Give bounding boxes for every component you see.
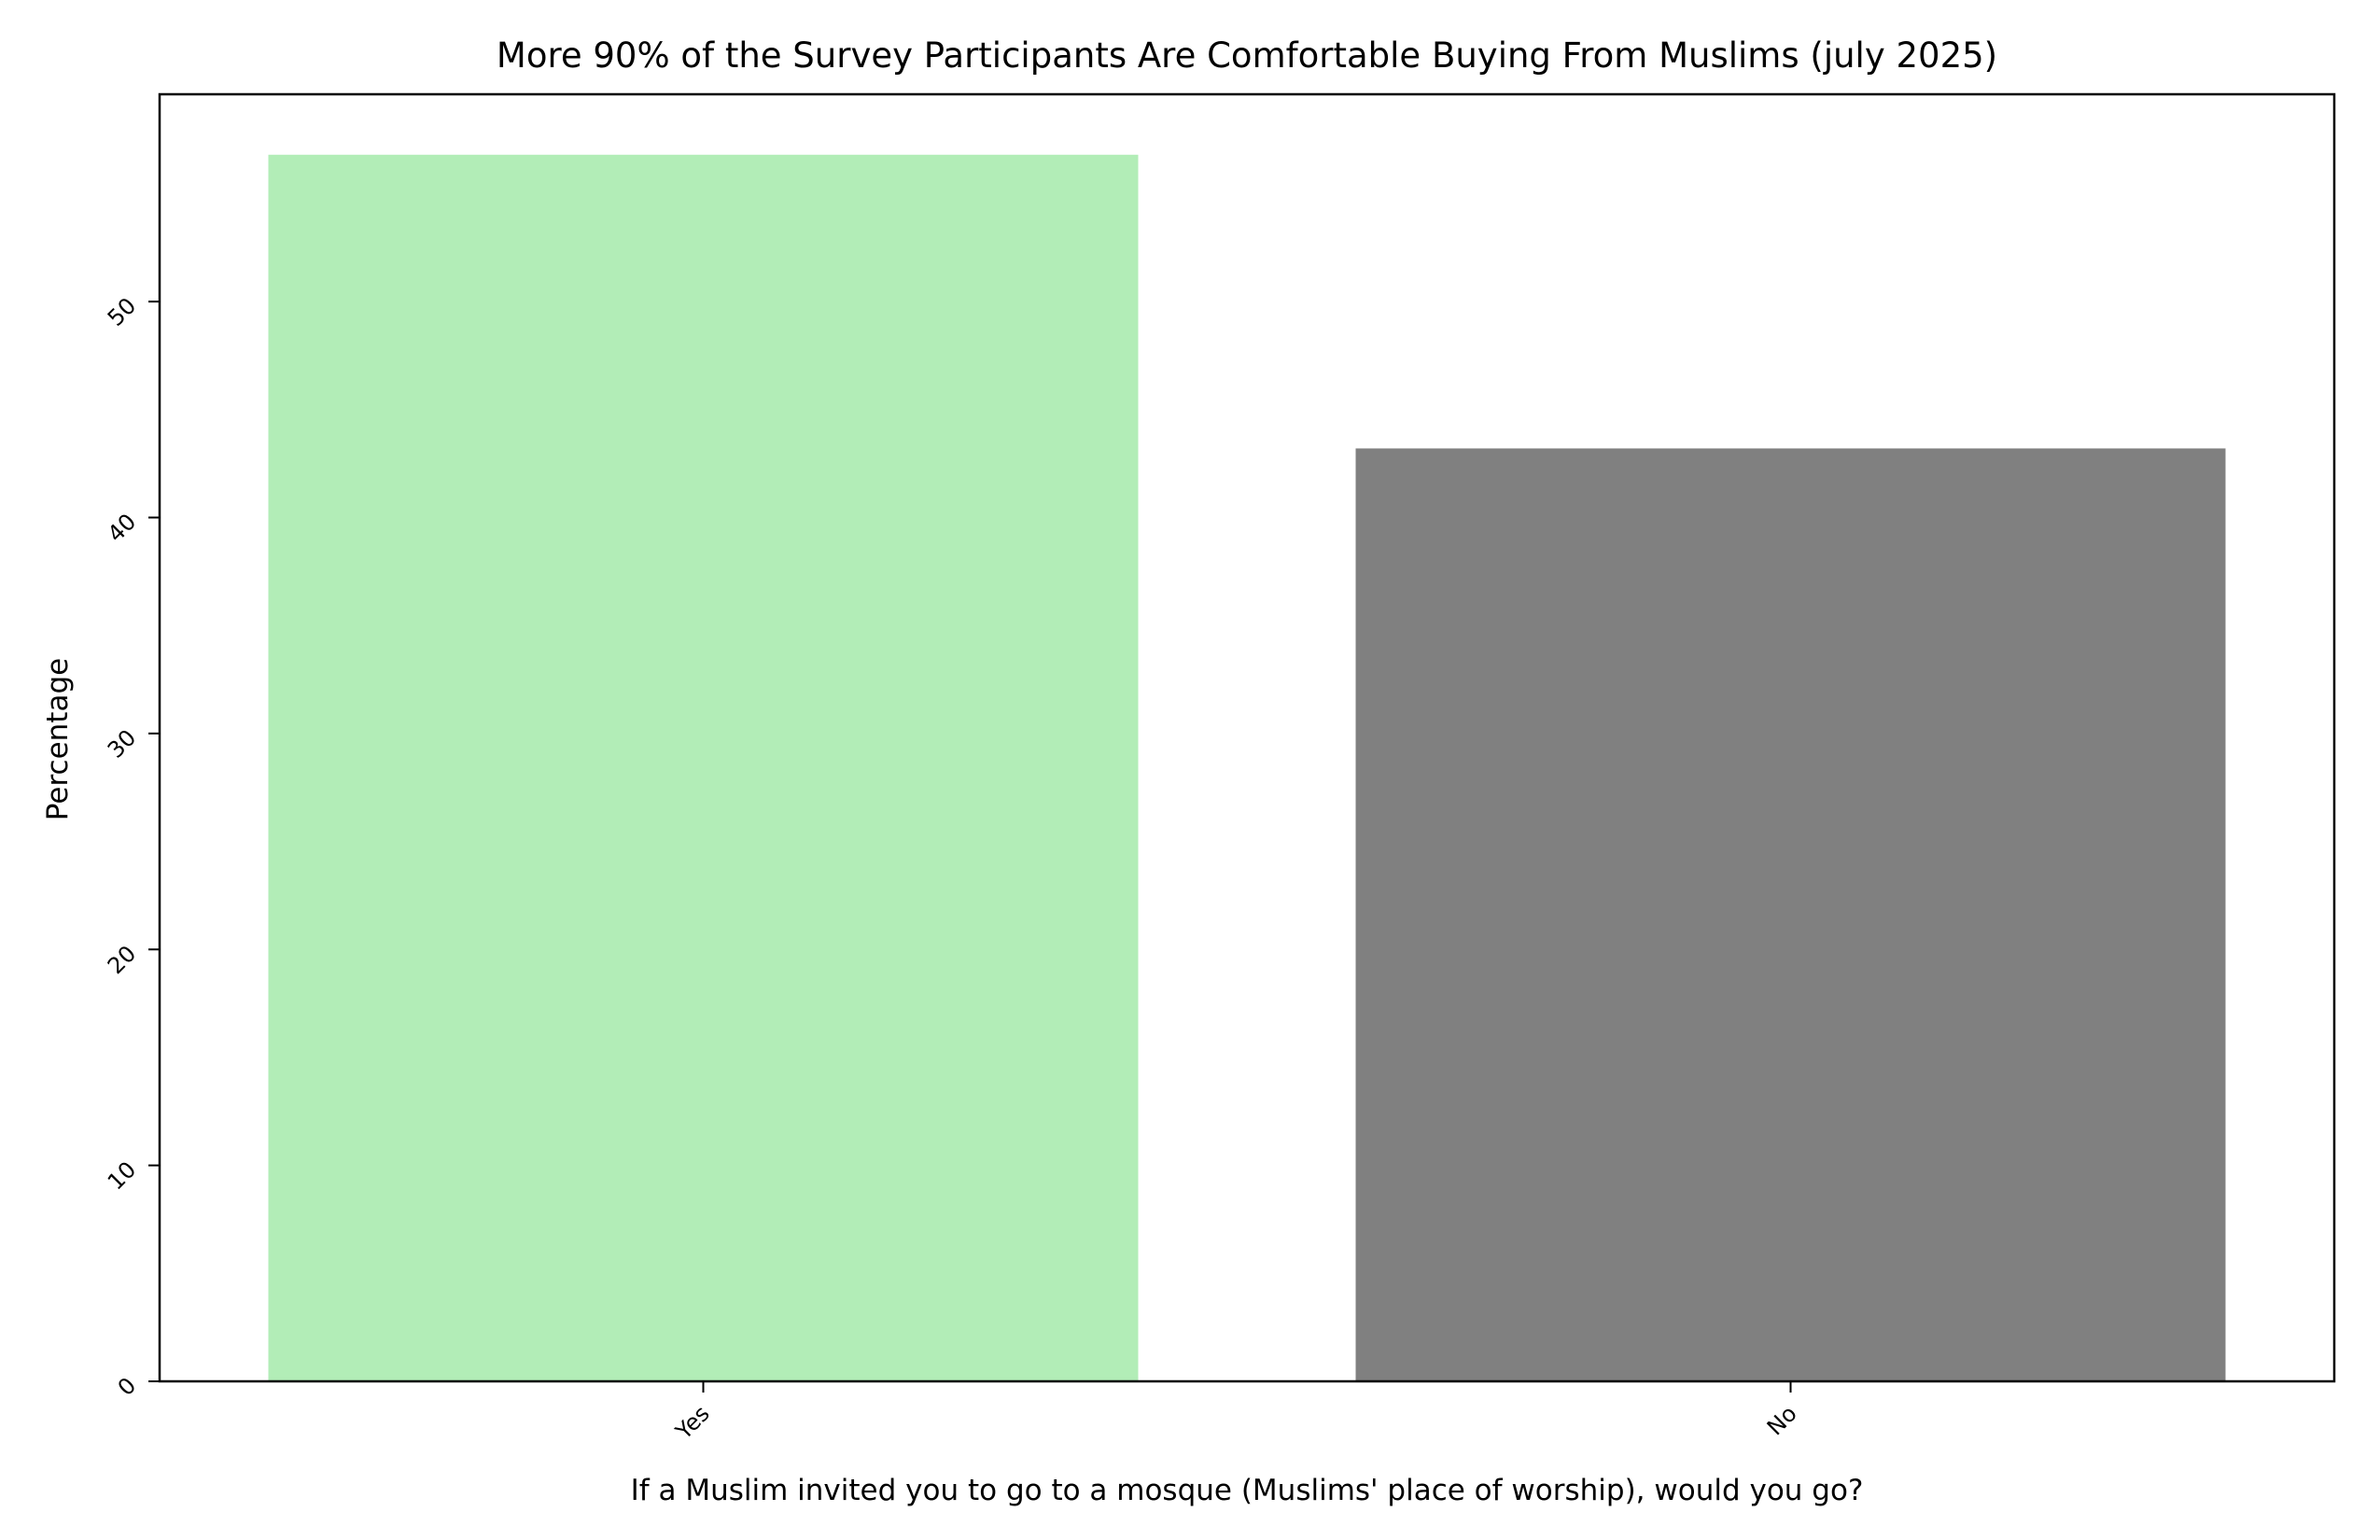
y-axis-label: Percentage bbox=[41, 658, 75, 820]
y-axis: 0 10 20 30 40 50 bbox=[103, 293, 160, 1401]
y-tick-label: 10 bbox=[103, 1156, 141, 1195]
y-tick-label: 20 bbox=[103, 941, 141, 979]
bars-layer bbox=[268, 154, 2226, 1381]
bar-no bbox=[1355, 448, 2226, 1381]
y-tick-label: 30 bbox=[103, 724, 141, 763]
chart-title: More 90% of the Survey Participants Are … bbox=[497, 35, 1997, 76]
x-tick-label: Yes bbox=[670, 1400, 715, 1445]
y-tick-label: 40 bbox=[103, 509, 141, 547]
x-tick-label: No bbox=[1762, 1400, 1802, 1440]
y-tick-label: 0 bbox=[113, 1372, 142, 1401]
x-axis: Yes No bbox=[670, 1381, 1802, 1445]
x-axis-label: If a Muslim invited you to go to a mosqu… bbox=[631, 1474, 1864, 1507]
y-tick-label: 50 bbox=[103, 293, 141, 331]
plot-frame bbox=[158, 92, 2336, 1383]
bar-yes bbox=[268, 154, 1139, 1381]
